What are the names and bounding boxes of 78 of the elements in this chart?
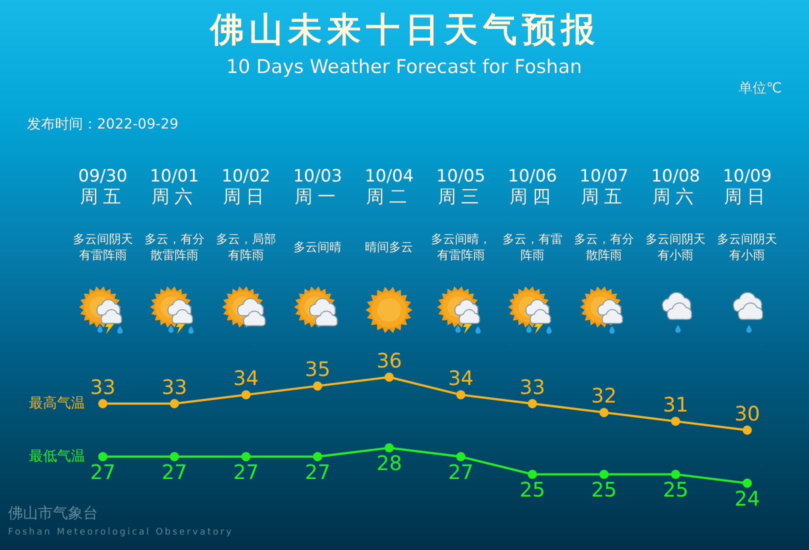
point	[528, 470, 537, 479]
data-label: 25	[662, 478, 688, 502]
point	[456, 390, 466, 400]
text: 周日	[724, 186, 770, 208]
point	[528, 399, 537, 408]
data-label: 27	[233, 460, 259, 484]
point	[671, 416, 680, 426]
point	[456, 452, 466, 462]
x-tick-label: 10/06	[508, 166, 557, 187]
text: 单位℃	[738, 80, 782, 97]
x-tick-label: 10/07	[580, 166, 628, 187]
data-label: 27	[90, 460, 116, 484]
point	[742, 478, 752, 488]
chart-subtitle: 10 Days Weather Forecast for Foshan	[226, 56, 582, 78]
data-label: 27	[304, 460, 330, 484]
point	[599, 470, 609, 479]
data-label: 28	[376, 451, 402, 476]
data-label: 24	[734, 486, 760, 510]
data-label: 33	[520, 374, 546, 399]
data-label: 36	[376, 348, 402, 372]
data-label: 30	[734, 401, 760, 426]
point	[742, 426, 752, 435]
x-tick-label: 09/30	[78, 166, 128, 187]
series-label: 最高气温	[28, 395, 85, 412]
text: 多云间晴，有雷阵雨	[430, 232, 491, 262]
x-tick-label: 10/03	[293, 166, 342, 187]
point	[241, 390, 251, 400]
data-label: 34	[233, 366, 259, 390]
point	[170, 452, 179, 462]
x-tick-label: 10/02	[222, 166, 270, 187]
text: 多云，有雷阵雨	[502, 232, 562, 262]
text: 周五	[581, 186, 627, 208]
data-label: 25	[520, 478, 546, 502]
text: 多云间阴天有雷阵雨	[72, 232, 133, 262]
series-label: 最低气温	[28, 448, 85, 464]
point	[313, 381, 322, 391]
point	[599, 408, 609, 418]
chart-title: 佛山未来十日天气预报	[209, 10, 600, 50]
x-tick-label: 10/09	[722, 166, 772, 187]
data-label: 25	[591, 478, 617, 502]
x-tick-label: 10/04	[364, 166, 414, 187]
text: 晴间多云	[365, 240, 414, 254]
data-label: 27	[162, 460, 188, 484]
data-label: 33	[162, 374, 188, 399]
text: 周二	[366, 186, 412, 208]
x-tick-label: 10/05	[436, 166, 486, 187]
x-tick-label: 10/01	[150, 166, 199, 187]
text: 周六	[652, 186, 699, 208]
text: 多云，局部有阵雨	[216, 232, 276, 262]
point	[170, 399, 179, 408]
data-label: 34	[448, 366, 474, 390]
data-label: 35	[304, 357, 330, 382]
point	[98, 399, 108, 408]
text: 发布时间：2022-09-29	[27, 116, 178, 133]
data-label: 33	[90, 374, 116, 399]
text: 多云间阴天有小雨	[646, 232, 706, 262]
text: 多云，有分散阵雨	[574, 232, 634, 262]
point	[384, 443, 394, 452]
text: 多云间晴	[294, 240, 342, 254]
data-label: 31	[662, 392, 688, 417]
point	[241, 452, 251, 462]
text: 周一	[294, 186, 341, 208]
text: 周五	[80, 186, 126, 208]
data-label: 32	[591, 384, 617, 408]
text: 周日	[223, 186, 269, 208]
data-label: 27	[448, 460, 474, 484]
point	[98, 452, 108, 462]
text: 多云间阴天有小雨	[717, 232, 778, 262]
text: 佛山市气象台	[8, 504, 98, 522]
point	[384, 372, 394, 382]
x-tick-label: 10/08	[651, 166, 700, 187]
text: 周六	[151, 186, 198, 208]
text: Foshan Meteorological Observatory	[8, 527, 234, 538]
text: 多云，有分散雷阵雨	[144, 232, 204, 262]
point	[671, 470, 680, 479]
point	[313, 452, 322, 462]
text: 周三	[438, 186, 484, 208]
text: 周四	[509, 186, 556, 208]
